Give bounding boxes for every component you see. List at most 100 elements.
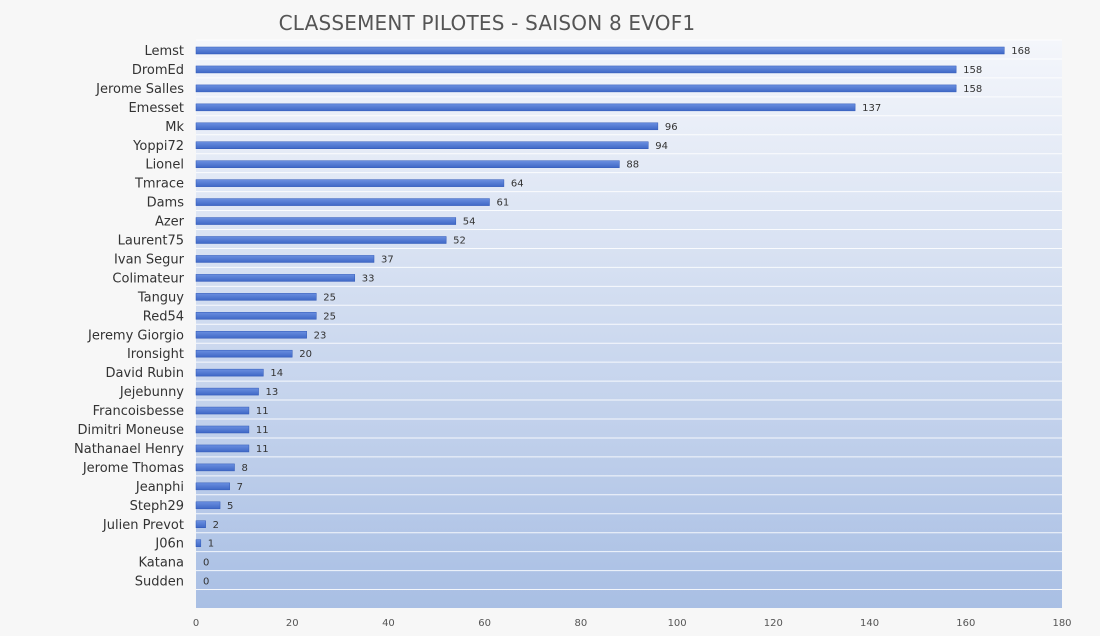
value-label: 137 xyxy=(862,103,881,114)
bar xyxy=(195,406,250,415)
bars xyxy=(195,46,1005,547)
x-tick-label: 0 xyxy=(193,618,199,629)
bar xyxy=(195,160,620,168)
value-label: 37 xyxy=(381,254,394,265)
x-tick-label: 120 xyxy=(764,618,783,629)
value-label: 96 xyxy=(665,122,678,133)
category-label: DromEd xyxy=(132,63,184,78)
category-label: Katana xyxy=(138,556,184,571)
value-label: 14 xyxy=(270,368,283,379)
category-label: Jeanphi xyxy=(135,480,184,495)
bar xyxy=(195,425,250,434)
value-label: 64 xyxy=(511,179,524,190)
bar xyxy=(195,368,264,377)
category-label: J06n xyxy=(154,537,184,552)
bar xyxy=(195,255,375,263)
x-tick-label: 60 xyxy=(478,618,491,629)
bar xyxy=(195,141,649,149)
value-label: 25 xyxy=(323,292,336,303)
category-label: Yoppi72 xyxy=(132,139,184,154)
value-label: 11 xyxy=(256,425,269,436)
category-label: David Rubin xyxy=(106,366,184,381)
category-label: Emesset xyxy=(128,101,184,116)
bar xyxy=(195,217,457,225)
x-tick-label: 160 xyxy=(956,618,975,629)
bar xyxy=(195,122,659,131)
bar xyxy=(195,444,250,453)
x-tick-label: 100 xyxy=(668,618,687,629)
category-label: Colimateur xyxy=(112,271,184,286)
category-label: Lemst xyxy=(144,44,184,59)
category-label: Tmrace xyxy=(134,177,184,192)
x-tick-label: 40 xyxy=(382,618,395,629)
category-label: Jerome Salles xyxy=(95,82,184,97)
value-label: 20 xyxy=(299,349,312,360)
category-label: Ironsight xyxy=(127,347,184,362)
bar xyxy=(195,84,957,93)
x-axis-ticks: 0 20 40 60 80 100 120 140 160 180 xyxy=(193,618,1072,629)
category-label: Sudden xyxy=(135,575,184,590)
category-labels: Lemst DromEd Jerome Salles Emesset Mk Yoppi72… xyxy=(74,44,185,590)
value-label: 52 xyxy=(453,236,466,247)
bar xyxy=(195,236,447,244)
value-label: 54 xyxy=(463,217,476,228)
category-label: Jeremy Giorgio xyxy=(87,328,184,343)
x-tick-label: 80 xyxy=(575,618,588,629)
category-label: Dams xyxy=(147,196,185,211)
category-label: Red54 xyxy=(143,309,184,324)
category-label: Laurent75 xyxy=(118,234,184,249)
category-label: Mk xyxy=(165,120,184,135)
chart-title: CLASSEMENT PILOTES - SAISON 8 EVOF1 xyxy=(279,11,696,35)
bar xyxy=(195,179,505,187)
value-label: 1 xyxy=(208,539,214,550)
value-label: 0 xyxy=(203,577,209,588)
bar xyxy=(195,46,1005,55)
bar xyxy=(195,274,356,282)
category-label: Jerome Thomas xyxy=(82,461,184,476)
bar xyxy=(195,331,307,339)
category-label: Steph29 xyxy=(130,499,184,514)
bar xyxy=(195,539,202,547)
bar xyxy=(195,312,317,320)
bar xyxy=(195,463,235,472)
value-label: 11 xyxy=(256,444,269,455)
bar xyxy=(195,349,293,358)
value-label: 5 xyxy=(227,501,233,512)
value-label: 168 xyxy=(1011,46,1030,57)
value-label: 11 xyxy=(256,406,269,417)
bar xyxy=(195,501,221,510)
value-label: 13 xyxy=(266,387,279,398)
x-tick-label: 180 xyxy=(1052,618,1071,629)
value-label: 2 xyxy=(213,520,219,531)
bar xyxy=(195,198,490,206)
value-label: 94 xyxy=(655,141,668,152)
value-label: 23 xyxy=(314,330,327,341)
x-tick-label: 20 xyxy=(286,618,299,629)
category-label: Francoisbesse xyxy=(93,404,184,419)
category-label: Ivan Segur xyxy=(114,252,185,267)
value-label: 158 xyxy=(963,65,982,76)
category-label: Tanguy xyxy=(137,290,184,305)
value-label: 33 xyxy=(362,273,375,284)
value-label: 0 xyxy=(203,558,209,569)
value-label: 25 xyxy=(323,311,336,322)
grid-lines xyxy=(196,39,1062,591)
category-label: Azer xyxy=(155,215,185,230)
value-label: 61 xyxy=(496,198,509,209)
value-label: 8 xyxy=(241,463,247,474)
bar xyxy=(195,387,259,396)
category-label: Lionel xyxy=(145,158,184,173)
value-label: 158 xyxy=(963,84,982,95)
value-label: 7 xyxy=(237,482,243,493)
value-label: 88 xyxy=(626,160,639,171)
bar xyxy=(195,65,957,74)
bar xyxy=(195,520,206,528)
category-label: Dimitri Moneuse xyxy=(77,423,184,438)
x-tick-label: 140 xyxy=(860,618,879,629)
category-label: Jejebunny xyxy=(119,385,184,400)
bar xyxy=(195,482,230,491)
bar xyxy=(195,293,317,301)
category-label: Nathanael Henry xyxy=(74,442,184,457)
category-label: Julien Prevot xyxy=(102,518,184,533)
